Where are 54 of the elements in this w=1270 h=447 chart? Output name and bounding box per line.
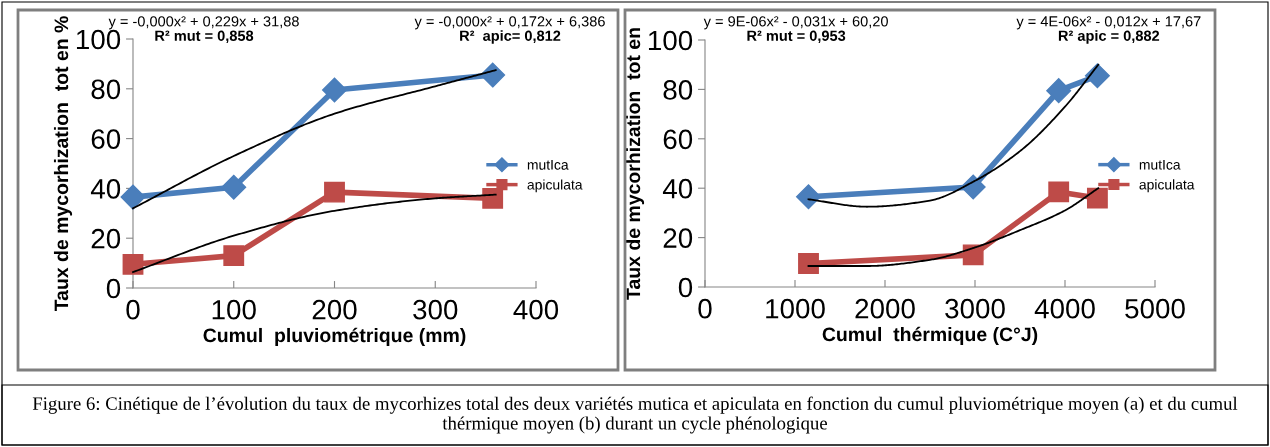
point [122,253,144,275]
x-tick-label: 1000 [766,298,825,319]
x-tick-label: 0 [126,299,140,320]
x-tick-label: 2000 [855,298,915,319]
x-tick-label: 0 [698,298,712,319]
point [324,181,345,203]
y-tick-label: 80 [663,80,693,100]
y-tick-label: 60 [91,129,121,149]
point [796,184,821,210]
y-axis-title: Taux de mycorhization tot en % [53,16,73,312]
text: y = -0,000x² + 0,172x + 6,386 [414,16,605,30]
y-tick-label: 20 [91,228,121,249]
point [480,62,506,88]
y-tick-label: 100 [76,29,121,50]
x-axis-title: Cumul thérmique (C°J) [822,326,1038,346]
text: y = 9E-06x² - 0,031x + 60,20 [703,16,888,30]
x-tick-label: 3000 [945,298,1005,319]
text: y = -0,000x² + 0,229x + 31,88 [108,16,299,30]
text: y = 4E-06x² - 0,012x + 17,67 [1016,16,1201,30]
y-axis-title: Taux de mycorhization tot en [625,28,645,300]
annotation: R² apic= 0,812 [460,30,561,44]
x-tick-label: 200 [312,299,357,320]
legend-label: apiculata [527,179,583,193]
y-tick-label: 60 [663,129,693,150]
y-tick-label: 20 [663,228,693,248]
y-tick-label: 100 [648,30,693,51]
x-tick-label: 4000 [1034,298,1095,319]
point [1046,78,1072,104]
point [221,174,247,200]
point [798,253,819,274]
y-tick-label: 0 [106,278,121,299]
legend-label: apiculata [1139,179,1195,193]
point [1086,187,1108,209]
caption: Figure 6: Cinétique de l’évolution du taux de mycorhizes total des deux variétés mutica et apiculata en fonction du cumul pluviométrique moyen (a) et du cumul thérmique moyen (b) durant un cycle phénologique [32,396,1238,434]
y-tick-label: 40 [90,179,121,199]
x-tick-label: 5000 [1125,298,1185,319]
annotation: R² mut = 0,953 [747,30,846,44]
point [482,187,504,209]
point [962,244,984,266]
annotation: R² mut = 0,858 [155,30,254,44]
x-tick-label: 100 [212,299,256,320]
legend-label: mutIca [527,160,569,170]
point [223,245,245,267]
point [322,77,347,103]
point [1048,181,1070,203]
y-tick-label: 40 [662,178,693,199]
annotation: R² apic = 0,882 [1058,30,1160,44]
x-tick-label: 300 [413,299,458,320]
y-tick-label: 80 [91,79,121,100]
y-tick-label: 0 [678,277,693,298]
x-tick-label: 400 [513,299,559,320]
point [120,184,146,210]
legend-label: mutIca [1139,159,1181,170]
x-axis-title: Cumul pluviométrique (mm) [203,327,466,347]
